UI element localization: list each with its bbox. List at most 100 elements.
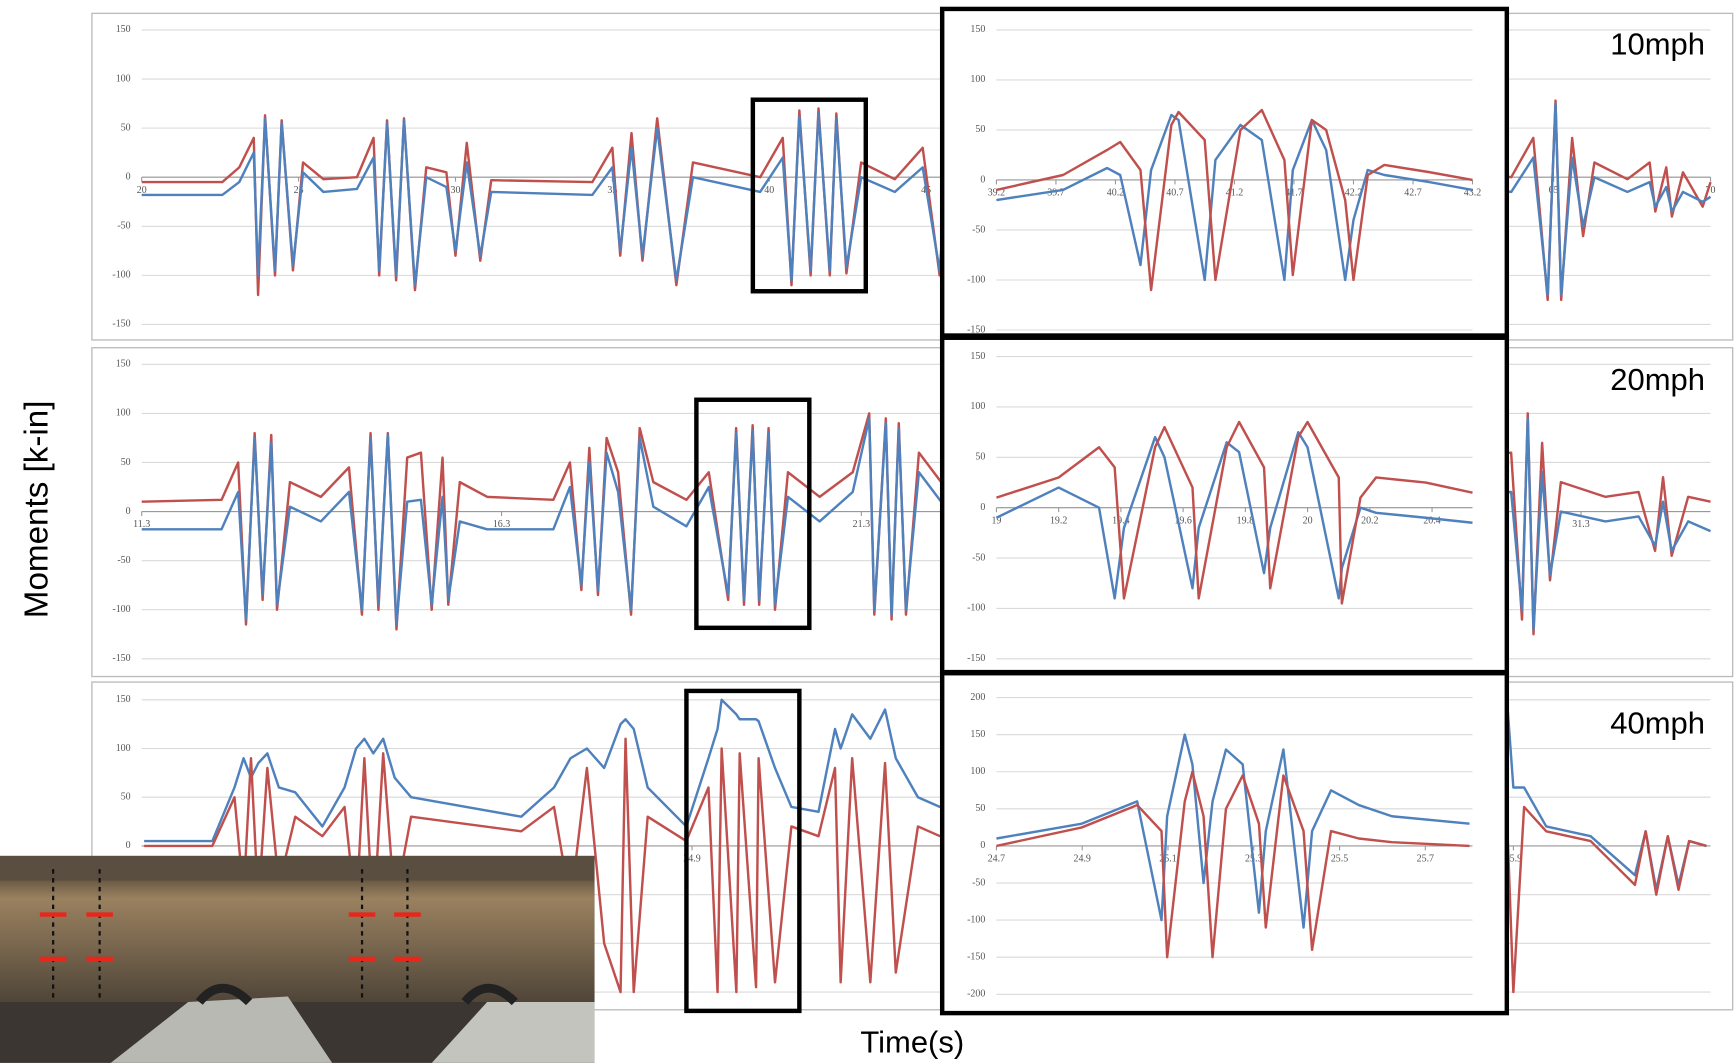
y-tick-label: 100	[970, 401, 985, 412]
x-tick-label: 19.2	[1050, 515, 1067, 526]
y-tick-label: -150	[967, 951, 985, 962]
sleeper	[110, 996, 333, 1063]
y-tick-label: 50	[121, 122, 131, 133]
x-tick-label: 42.2	[1345, 188, 1362, 199]
y-tick-label: 100	[970, 74, 985, 85]
y-tick-label: 150	[970, 351, 985, 362]
y-tick-label: 0	[126, 171, 131, 182]
x-tick-label: 40	[764, 185, 774, 196]
y-tick-label: 150	[970, 24, 985, 35]
x-tick-label: 25	[294, 185, 304, 196]
x-tick-label: 20	[137, 185, 147, 196]
x-tick-label: 41.2	[1226, 188, 1243, 199]
y-tick-label: -100	[112, 604, 130, 615]
y-tick-label: 0	[126, 840, 131, 851]
y-tick-label: -50	[972, 224, 985, 235]
y-tick-label: -200	[967, 989, 985, 1000]
y-tick-label: 50	[975, 124, 985, 135]
x-tick-label: 19.4	[1112, 515, 1129, 526]
zoom-charts: -150 -100 -50 0 50 100 150 39.2 39.7 40.2 40.7 41.2…	[939, 6, 1510, 1016]
data-line	[996, 113, 1473, 282]
y-tick-label: -100	[112, 270, 130, 281]
zoom-chart: -150 -100 -50 0 50 100 150 19 19.2 19.4 19.6 19.8 20…	[939, 335, 1510, 675]
y-tick-label: 100	[970, 766, 985, 777]
y-axis-label: Moments [k-in]	[19, 400, 56, 618]
y-tick-label: -150	[112, 319, 130, 330]
x-tick-label: 24.9	[1073, 853, 1090, 864]
x-tick-label: 11.3	[133, 519, 150, 530]
x-tick-label: 25.9	[1505, 853, 1522, 864]
speed-label: 10mph	[1610, 27, 1705, 62]
x-tick-label: 20.2	[1361, 515, 1378, 526]
rail-clip	[195, 983, 518, 1006]
chart-frame	[939, 6, 1510, 338]
highlight-box	[684, 688, 802, 1014]
x-tick-label: 42.7	[1404, 188, 1421, 199]
x-tick-label: 24.9	[683, 853, 700, 864]
x-tick-label: 25.7	[1417, 853, 1434, 864]
y-tick-label: 100	[116, 73, 131, 84]
x-tick-label: 19	[991, 515, 1001, 526]
data-line	[996, 770, 1470, 959]
x-tick-label: 19.8	[1237, 515, 1254, 526]
x-tick-label: 24.7	[988, 853, 1005, 864]
highlight-boxes	[684, 97, 869, 1014]
x-tick-label: 35	[607, 185, 617, 196]
speed-label: 40mph	[1610, 705, 1705, 740]
x-tick-label: 43.2	[1464, 188, 1481, 199]
x-tick-label: 31.3	[1572, 519, 1589, 530]
y-tick-label: -150	[967, 653, 985, 664]
x-tick-label: 70	[1706, 185, 1716, 196]
y-tick-label: 150	[116, 359, 131, 370]
y-tick-label: 200	[970, 692, 985, 703]
rail-web	[0, 880, 595, 1003]
y-tick-label: 0	[126, 506, 131, 517]
y-tick-label: -50	[117, 555, 130, 566]
y-tick-label: 100	[116, 743, 131, 754]
y-tick-label: 50	[121, 457, 131, 468]
rail-photo	[0, 855, 595, 1063]
y-tick-label: 50	[975, 803, 985, 814]
y-tick-label: -150	[112, 653, 130, 664]
rail-head	[0, 855, 595, 881]
y-tick-label: -100	[967, 603, 985, 614]
x-tick-label: 25.5	[1331, 853, 1348, 864]
zoom-chart: -200 -150 -100 -50 0 50 100 150 200 24.7 24.9 25.1 2…	[939, 671, 1510, 1016]
x-tick-label: 40.2	[1107, 188, 1124, 199]
chart-frame	[939, 335, 1510, 675]
gauge-marks	[39, 912, 421, 962]
data-line	[144, 698, 1707, 891]
y-tick-label: -100	[967, 274, 985, 285]
y-tick-label: -50	[972, 877, 985, 888]
x-tick-label: 20.4	[1423, 515, 1440, 526]
x-tick-label: 30	[451, 185, 461, 196]
data-line	[141, 417, 1712, 631]
x-tick-label: 39.2	[988, 188, 1005, 199]
highlight-box	[750, 97, 869, 294]
x-axis-label: Time(s)	[860, 1024, 964, 1059]
y-tick-label: -50	[117, 221, 130, 232]
y-tick-label: -100	[967, 914, 985, 925]
data-line	[996, 733, 1470, 929]
y-tick-label: -50	[972, 552, 985, 563]
x-tick-label: 21.3	[853, 519, 870, 530]
sleeper	[431, 1002, 595, 1063]
y-tick-label: 0	[980, 502, 985, 513]
zoom-chart: -150 -100 -50 0 50 100 150 39.2 39.7 40.2 40.7 41.2…	[939, 6, 1510, 338]
x-tick-label: 39.7	[1047, 188, 1064, 199]
x-tick-label: 16.3	[493, 519, 510, 530]
y-tick-label: 150	[116, 694, 131, 705]
data-line	[996, 420, 1473, 605]
x-tick-label: 65	[1549, 185, 1559, 196]
x-tick-label: 20	[1303, 515, 1313, 526]
y-tick-label: 50	[975, 452, 985, 463]
y-tick-label: 100	[116, 408, 131, 419]
data-line	[141, 412, 1711, 636]
x-tick-label: 41.7	[1285, 188, 1302, 199]
data-line	[996, 108, 1473, 292]
highlight-box	[694, 397, 812, 631]
x-tick-label: 25.1	[1159, 853, 1176, 864]
gauge-lines	[52, 869, 409, 1003]
y-tick-label: -150	[967, 324, 985, 335]
y-tick-label: 0	[980, 840, 985, 851]
